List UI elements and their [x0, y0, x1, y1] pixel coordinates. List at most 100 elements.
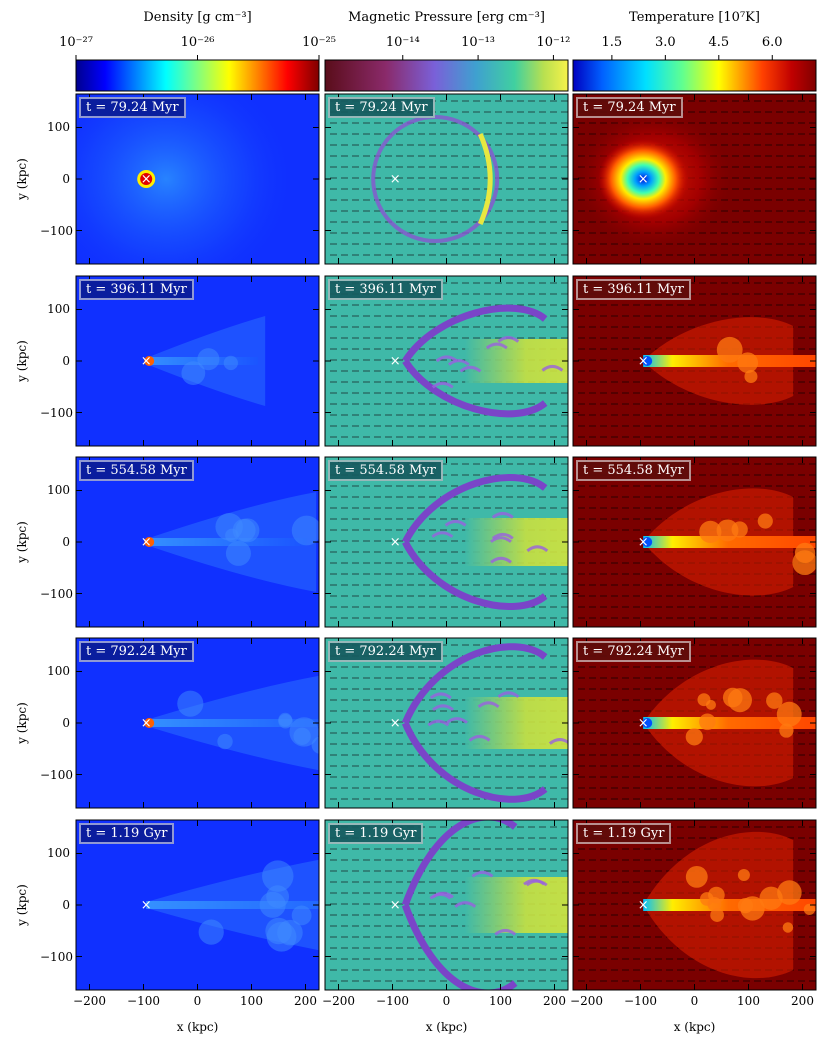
galaxy-center-marker: × — [638, 716, 649, 731]
density-panel: × — [75, 275, 320, 447]
y-tick-label: −100 — [40, 405, 73, 420]
galaxy-center-marker: × — [141, 354, 152, 369]
time-label: t = 792.24 Myr — [576, 641, 691, 662]
x-tick-label: −100 — [127, 994, 160, 1008]
galaxy-center-marker: × — [638, 172, 649, 187]
y-tick-label: −100 — [40, 586, 73, 601]
x-tick-label: 0 — [193, 994, 202, 1008]
galaxy-center-marker: × — [141, 898, 152, 913]
x-tick-label: −100 — [624, 994, 657, 1008]
x-tick-label: 0 — [442, 994, 451, 1008]
x-tick-label: −100 — [376, 994, 409, 1008]
time-label: t = 1.19 Gyr — [79, 823, 175, 844]
y-tick-label: 100 — [47, 302, 70, 317]
time-label: t = 396.11 Myr — [79, 279, 194, 300]
y-tick-label: 0 — [62, 354, 70, 368]
y-tick-label: 100 — [47, 664, 70, 679]
galaxy-center-marker: × — [141, 172, 152, 187]
y-tick-label: 0 — [62, 898, 70, 912]
y-axis-label: y (kpc) — [15, 158, 29, 200]
temperature-panel: × — [572, 456, 817, 628]
x-axis-label: x (kpc) — [425, 1020, 468, 1034]
y-tick-label: 0 — [62, 716, 70, 730]
temperature-panel: × — [572, 275, 817, 447]
x-tick-label: −200 — [73, 994, 106, 1008]
colorbar-tick-label: 3.0 — [654, 35, 676, 50]
x-axis-label: x (kpc) — [176, 1020, 219, 1034]
y-axis-label: y (kpc) — [15, 884, 29, 926]
colorbar-tick-label: 1.5 — [601, 35, 623, 50]
time-label: t = 396.11 Myr — [328, 279, 443, 300]
time-label: t = 554.58 Myr — [576, 460, 691, 481]
y-axis-label: y (kpc) — [15, 521, 29, 563]
galaxy-center-marker: × — [390, 898, 401, 913]
colorbar-title: Density [g cm⁻³] — [143, 10, 252, 25]
galaxy-center-marker: × — [141, 716, 152, 731]
time-label: t = 1.19 Gyr — [328, 823, 424, 844]
magnetic-pressure-panel: × — [324, 819, 569, 991]
galaxy-center-marker: × — [638, 898, 649, 913]
time-label: t = 79.24 Myr — [328, 97, 435, 118]
colorbar-title: Magnetic Pressure [erg cm⁻³] — [348, 10, 545, 25]
temperature-panel: × — [572, 637, 817, 809]
density-panel: × — [75, 456, 320, 628]
x-tick-label: 100 — [489, 994, 512, 1008]
density-colorbar — [75, 59, 320, 92]
x-tick-label: −200 — [570, 994, 603, 1008]
x-tick-label: 200 — [791, 994, 814, 1008]
magnetic-pressure-panel: × — [324, 93, 569, 265]
x-axis-label: x (kpc) — [673, 1020, 716, 1034]
magnetic-pressure-panel: × — [324, 456, 569, 628]
y-tick-label: −100 — [40, 949, 73, 964]
galaxy-center-marker: × — [390, 354, 401, 369]
colorbar-tick-label: 10⁻²⁵ — [302, 35, 336, 50]
temperature-colorbar — [572, 59, 817, 92]
y-tick-label: −100 — [40, 767, 73, 782]
colorbar-tick-label: 6.0 — [761, 35, 783, 50]
time-label: t = 554.58 Myr — [328, 460, 443, 481]
y-tick-label: 0 — [62, 172, 70, 186]
galaxy-center-marker: × — [390, 535, 401, 550]
density-panel: × — [75, 819, 320, 991]
time-label: t = 1.19 Gyr — [576, 823, 672, 844]
galaxy-center-marker: × — [390, 716, 401, 731]
time-label: t = 79.24 Myr — [79, 97, 186, 118]
y-tick-label: 0 — [62, 535, 70, 549]
colorbar-tick-label: 4.5 — [708, 35, 730, 50]
x-tick-label: 200 — [294, 994, 317, 1008]
galaxy-center-marker: × — [141, 535, 152, 550]
colorbar-tick-label: 10⁻¹³ — [461, 35, 495, 50]
x-tick-label: −200 — [322, 994, 355, 1008]
temperature-panel: × — [572, 819, 817, 991]
colorbar-tick-label: 10⁻²⁷ — [59, 35, 93, 50]
colorbar-tick-label: 10⁻¹⁴ — [385, 35, 420, 50]
x-tick-label: 200 — [543, 994, 566, 1008]
temperature-panel: × — [572, 93, 817, 265]
x-tick-label: 100 — [737, 994, 760, 1008]
magnetic-pressure-panel: × — [324, 637, 569, 809]
time-label: t = 792.24 Myr — [328, 641, 443, 662]
galaxy-center-marker: × — [638, 354, 649, 369]
colorbar-title: Temperature [10⁷K] — [629, 10, 760, 25]
time-label: t = 554.58 Myr — [79, 460, 194, 481]
y-tick-label: −100 — [40, 223, 73, 238]
y-axis-label: y (kpc) — [15, 702, 29, 744]
y-tick-label: 100 — [47, 483, 70, 498]
magnetic-pressure-panel: × — [324, 275, 569, 447]
y-axis-label: y (kpc) — [15, 340, 29, 382]
y-tick-label: 100 — [47, 846, 70, 861]
y-tick-label: 100 — [47, 120, 70, 135]
magnetic-pressure-colorbar — [324, 59, 569, 92]
time-label: t = 79.24 Myr — [576, 97, 683, 118]
density-panel: × — [75, 93, 320, 265]
galaxy-center-marker: × — [638, 535, 649, 550]
x-tick-label: 0 — [690, 994, 699, 1008]
density-panel: × — [75, 637, 320, 809]
x-tick-label: 100 — [240, 994, 263, 1008]
colorbar-tick-label: 10⁻¹² — [536, 35, 571, 50]
galaxy-center-marker: × — [390, 172, 401, 187]
colorbar-tick-label: 10⁻²⁶ — [180, 35, 215, 50]
time-label: t = 792.24 Myr — [79, 641, 194, 662]
time-label: t = 396.11 Myr — [576, 279, 691, 300]
